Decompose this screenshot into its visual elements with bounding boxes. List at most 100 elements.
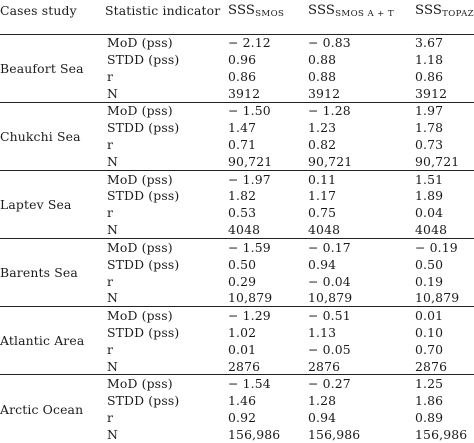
sss-smos-at-value-cell: 0.88 (308, 52, 337, 68)
case-study-cell: Chukchi Sea (0, 101, 105, 171)
sss-topaz-value-cell: 0.86 (415, 69, 444, 85)
sss-topaz-value-cell: 1.25 (415, 374, 474, 392)
sss-smos-value-cell: 0.71 (228, 137, 257, 153)
sss-topaz-value-cell: 0.04 (415, 205, 444, 221)
table-row: N 10,879 10,879 10,879 (0, 290, 474, 307)
sss-topaz-value-cell: 0.70 (415, 341, 444, 357)
sss-smos-at-value-cell: 0.94 (308, 410, 337, 426)
sss-smos-value-cell: 0.92 (228, 410, 257, 426)
sss-smos-at-value-cell: 4048 (308, 222, 341, 238)
sss-smos-at-value-cell: 1.17 (308, 188, 337, 204)
sss-smos-value-cell: 0.53 (228, 205, 257, 221)
statistic-indicator-cell: MoD (pss) (105, 169, 228, 188)
case-study-cell: Beaufort Sea (0, 60, 84, 76)
sss-smos-at-value-cell: − 0.51 (308, 306, 415, 324)
statistic-indicator-cell: STDD (pss) (107, 52, 180, 68)
header-sss-smos-at-sub: SMOS A + T (335, 9, 395, 19)
header-sss-topaz-main: SSS (415, 3, 443, 18)
table-row: N 90,721 90,721 90,721 (0, 153, 474, 170)
table-row: r 0.71 0.82 0.73 (0, 136, 474, 153)
statistic-indicator-cell: MoD (pss) (105, 306, 228, 324)
sss-topaz-value-cell: 4048 (415, 222, 448, 238)
sss-topaz-value-cell: 1.86 (415, 393, 444, 408)
sss-smos-value-cell: 0.29 (228, 273, 257, 289)
statistic-indicator-cell: r (107, 341, 114, 357)
table-row: r 0.53 0.75 0.04 (0, 204, 474, 221)
sss-smos-value-cell: 156,986 (228, 427, 281, 443)
table-row: r 0.92 0.94 0.89 (0, 409, 474, 426)
sss-smos-at-value-cell: − 0.27 (308, 374, 415, 392)
sss-topaz-value-cell: 1.78 (415, 120, 444, 136)
sss-smos-value-cell: 0.01 (228, 341, 257, 357)
sss-topaz-value-cell: 3912 (415, 85, 448, 101)
sss-smos-at-value-cell: 0.94 (308, 256, 337, 272)
sss-smos-at-value-cell: − 0.83 (308, 35, 351, 51)
sss-smos-at-value-cell: 0.75 (308, 205, 337, 221)
statistic-indicator-cell: STDD (pss) (107, 188, 180, 204)
table-header: Cases study Statistic indicator SSSSMOS … (0, 0, 474, 35)
sss-smos-value-cell: 0.96 (228, 52, 257, 68)
sss-smos-value-cell: 0.50 (228, 256, 257, 272)
sss-smos-value-cell: − 1.59 (228, 238, 308, 256)
sss-smos-at-value-cell: − 0.05 (308, 341, 351, 357)
sss-smos-at-value-cell: 1.28 (308, 393, 337, 408)
table-row: Chukchi Sea MoD (pss) − 1.50− 1.28 1.97 (0, 101, 474, 171)
table-row: Barents Sea MoD (pss) − 1.59− 0.17− 0.19 (0, 238, 474, 307)
table-row: Atlantic Area MoD (pss) − 1.29− 0.51 0.01 (0, 306, 474, 375)
sss-smos-at-value-cell: 0.88 (308, 69, 337, 85)
table-row: Arctic Ocean MoD (pss) − 1.54− 0.27 1.25 (0, 374, 474, 443)
table-row: STDD (pss) 1.47 1.23 1.78 (0, 119, 474, 136)
sss-topaz-value-cell: 3.67 (415, 35, 444, 51)
header-sss-topaz: SSSTOPAZ (415, 0, 474, 35)
sss-smos-value-cell: 1.46 (228, 393, 257, 408)
sss-smos-at-value-cell: 90,721 (308, 154, 353, 170)
sss-smos-value-cell: 1.82 (228, 188, 257, 204)
statistic-indicator-cell: N (107, 290, 118, 306)
sss-smos-value-cell: 10,879 (228, 290, 273, 306)
sss-smos-value-cell: 1.47 (228, 120, 257, 136)
table-row: STDD (pss) 0.96 0.88 1.18 (0, 51, 474, 68)
sss-smos-at-value-cell: 0.11 (308, 169, 415, 188)
header-sss-smos: SSSSMOS (228, 0, 308, 35)
table-body: Beaufort Sea MoD (pss) − 2.12− 0.83 3.67 STD… (0, 34, 474, 443)
statistic-indicator-cell: N (107, 427, 118, 443)
statistic-indicator-cell: MoD (pss) (107, 35, 173, 51)
sss-smos-value-cell: 0.86 (228, 69, 257, 85)
sss-topaz-value-cell: 0.50 (415, 256, 444, 272)
table-row: STDD (pss) 0.50 0.94 0.50 (0, 256, 474, 273)
sss-smos-value-cell: 1.02 (228, 324, 257, 340)
sss-smos-value-cell: − 1.97 (228, 169, 308, 188)
statistic-indicator-cell: N (107, 358, 118, 374)
header-sss-smos-main: SSS (228, 3, 256, 18)
case-study-cell: Arctic Ocean (0, 374, 105, 443)
header-sss-smos-at: SSSSMOS A + T (308, 0, 415, 35)
statistic-indicator-cell: r (107, 410, 114, 426)
statistic-indicator-cell: N (107, 154, 118, 170)
table-row: N 3912 3912 3912 (0, 85, 474, 102)
header-cases-study: Cases study (0, 0, 105, 35)
sss-smos-at-value-cell: − 0.17 (308, 238, 415, 256)
statistic-indicator-cell: N (107, 85, 118, 101)
header-statistic-indicator: Statistic indicator (105, 0, 228, 35)
statistic-indicator-cell: r (107, 205, 114, 221)
sss-topaz-value-cell: 0.01 (415, 306, 474, 324)
sss-smos-value-cell: − 1.29 (228, 306, 308, 324)
header-row: Cases study Statistic indicator SSSSMOS … (0, 0, 474, 35)
statistic-indicator-cell: MoD (pss) (105, 101, 228, 120)
sss-topaz-value-cell: 0.73 (415, 137, 444, 153)
sss-smos-at-value-cell: 1.13 (308, 324, 337, 340)
sss-smos-value-cell: 90,721 (228, 154, 273, 170)
sss-topaz-value-cell: 1.18 (415, 52, 444, 68)
sss-smos-value-cell: − 2.12 (228, 35, 271, 51)
table-row: N 4048 4048 4048 (0, 222, 474, 239)
statistic-indicator-cell: N (107, 222, 118, 238)
sss-smos-at-value-cell: 156,986 (308, 427, 361, 443)
sss-topaz-value-cell: 10,879 (415, 290, 460, 306)
table-row: STDD (pss) 1.82 1.17 1.89 (0, 187, 474, 204)
header-sss-topaz-sub: TOPAZ (442, 9, 474, 19)
table-row: N 2876 2876 2876 (0, 358, 474, 375)
header-sss-smos-sub: SMOS (255, 9, 285, 19)
sss-smos-at-value-cell: 3912 (308, 85, 341, 101)
